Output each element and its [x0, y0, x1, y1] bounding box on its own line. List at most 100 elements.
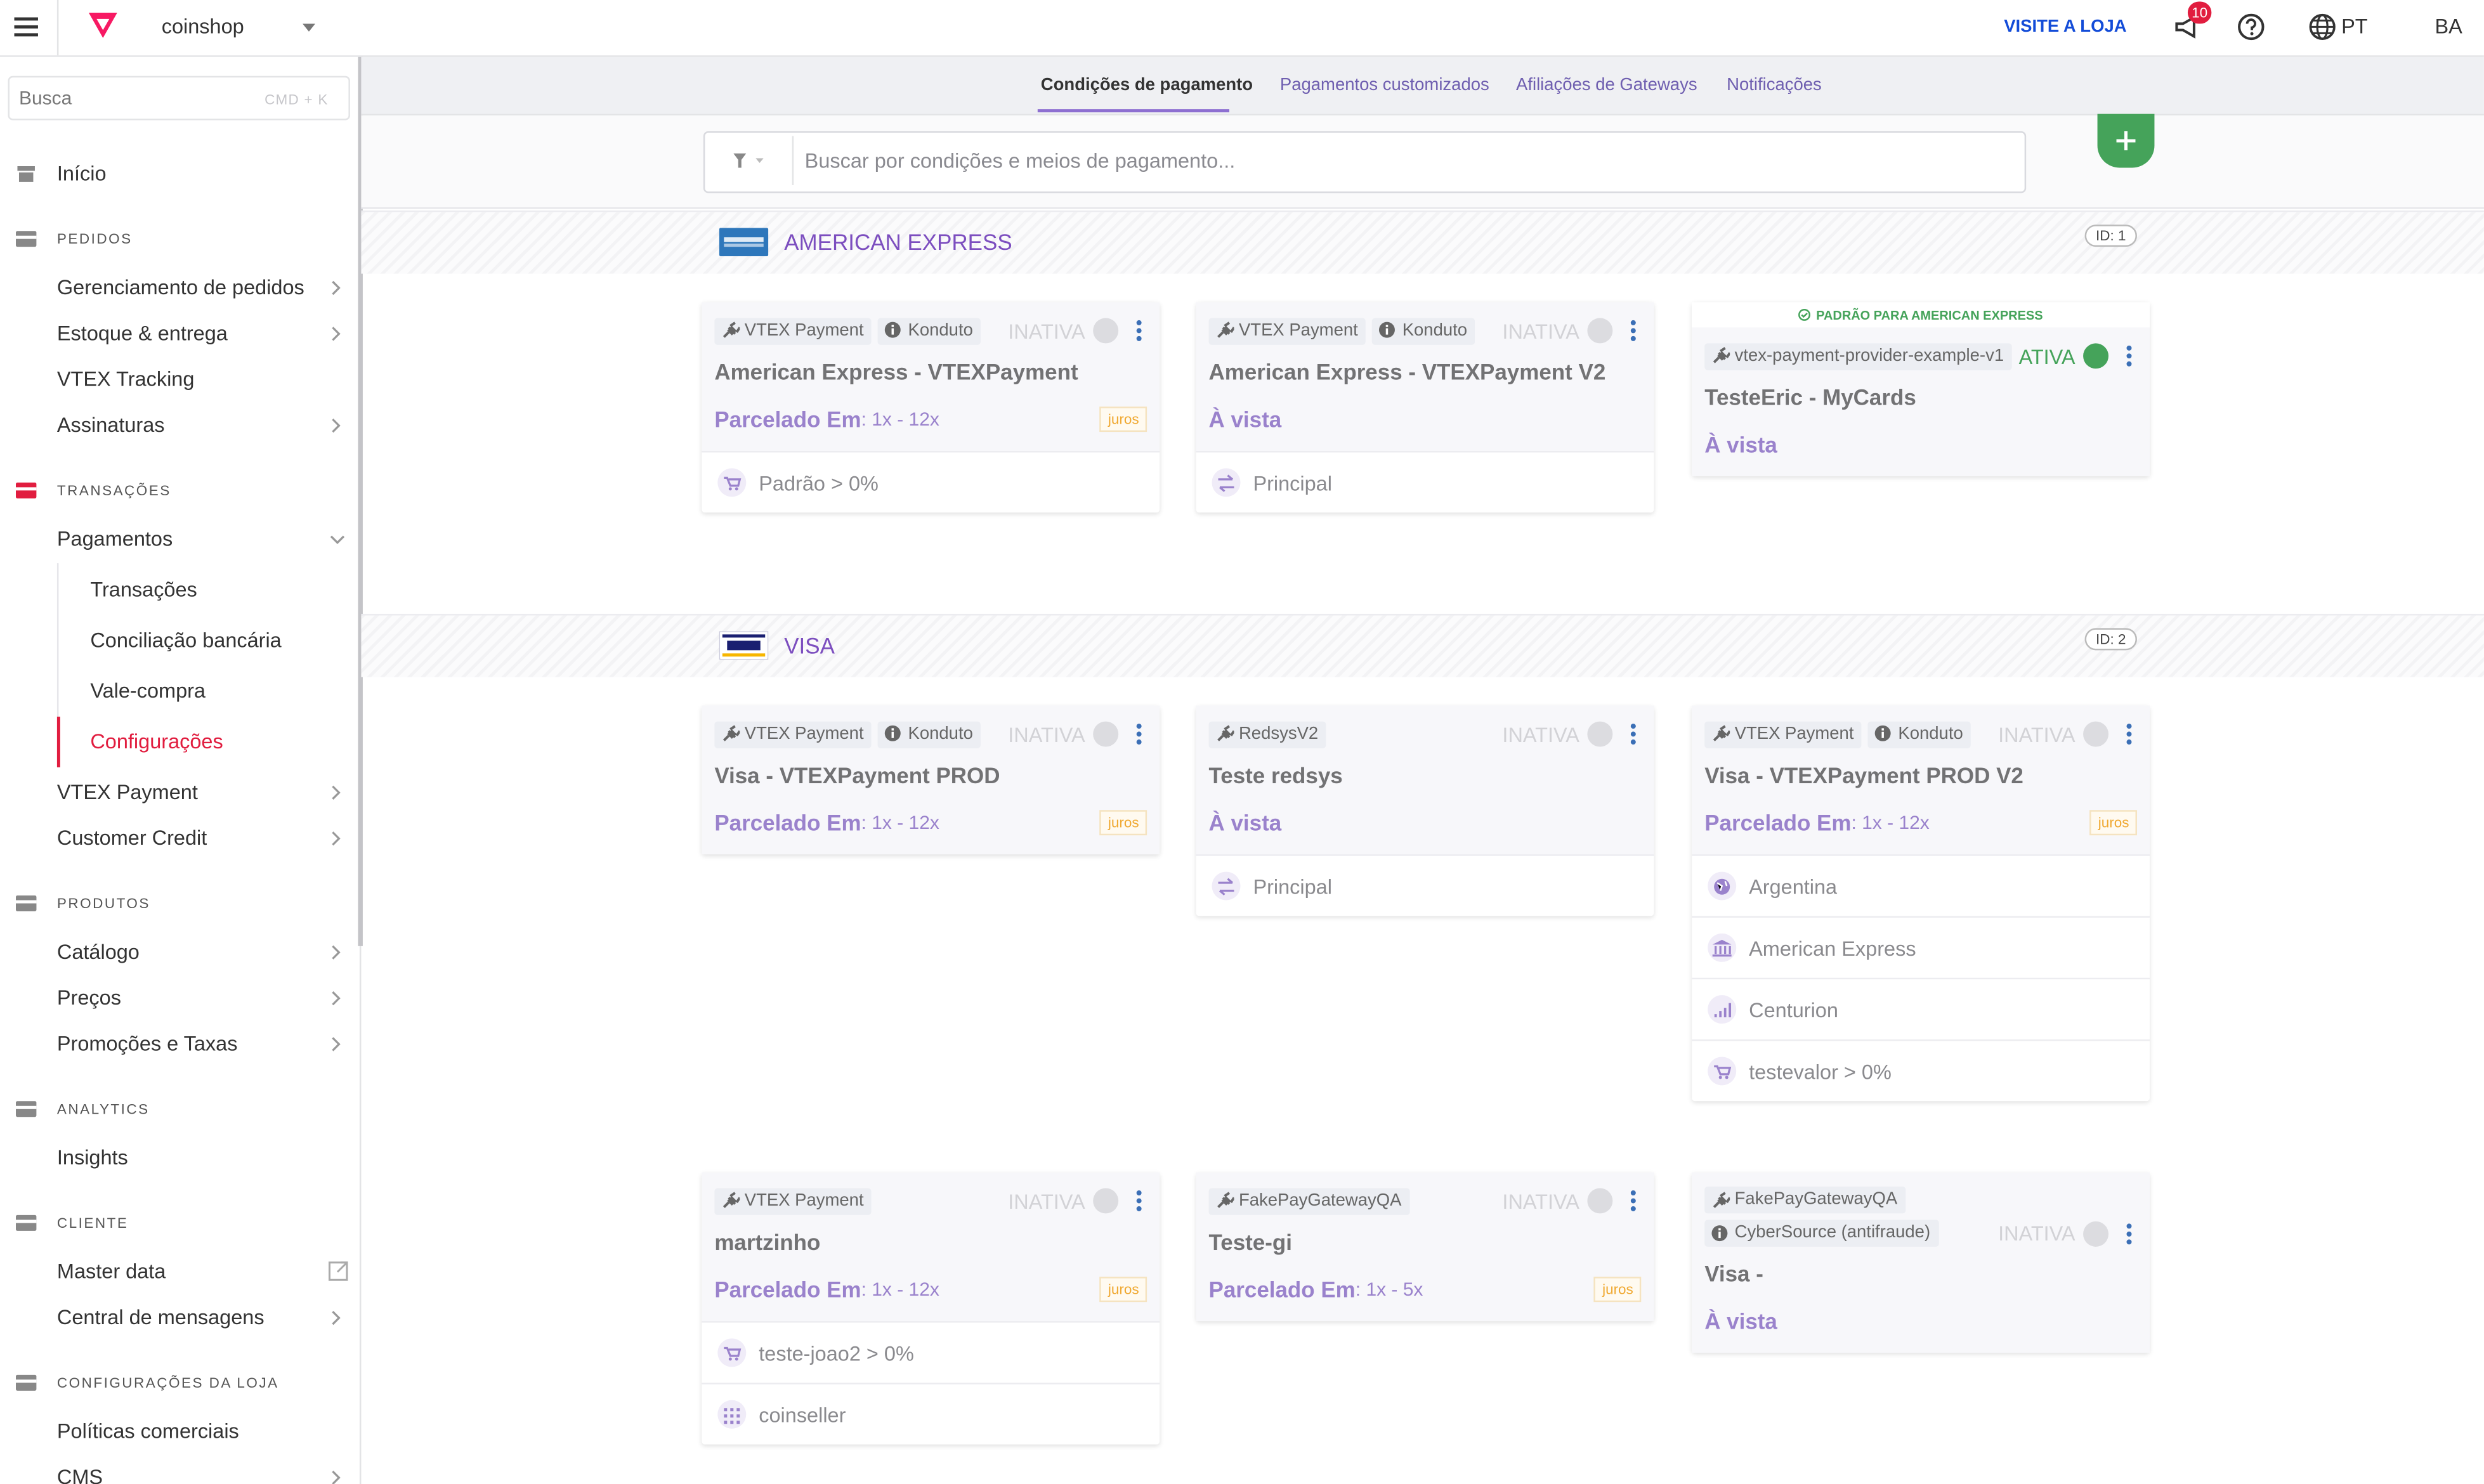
icon: [1217, 322, 1234, 338]
nav-subitem[interactable]: Configurações: [90, 729, 223, 753]
status-toggle[interactable]: [1587, 721, 1613, 747]
rule-row[interactable]: Principal: [1196, 854, 1654, 916]
nav-item[interactable]: Início: [56, 161, 107, 185]
sidebar-search[interactable]: [8, 75, 350, 120]
plug-icon: [721, 725, 740, 744]
rule-row[interactable]: Argentina: [1692, 854, 2150, 916]
icon-shape: [2126, 1223, 2132, 1228]
tabs-bar: [361, 56, 2484, 116]
card-header: RedsysV2 INATIVA: [1208, 720, 1642, 748]
sidebar: [0, 56, 362, 1484]
connector-chip: VTEX Payment: [714, 1187, 872, 1214]
card-menu[interactable]: [1628, 320, 1638, 342]
external-link-icon: [328, 1261, 348, 1281]
card-menu[interactable]: [1628, 723, 1638, 745]
store-caret[interactable]: [303, 23, 315, 32]
nav-chevron: [329, 326, 342, 342]
status-toggle[interactable]: [1093, 721, 1119, 747]
icon-shape: [1630, 320, 1636, 325]
rule-row[interactable]: American Express: [1692, 916, 2150, 977]
nav-subitem[interactable]: Vale-compra: [90, 679, 206, 703]
nav-item[interactable]: Promoções e Taxas: [56, 1031, 238, 1055]
installment: À vista: [1209, 407, 1642, 432]
nav-item[interactable]: Master data: [56, 1259, 166, 1284]
rule-row[interactable]: coinseller: [702, 1383, 1160, 1444]
nav-item[interactable]: Assinaturas: [56, 413, 165, 437]
nav-subitem[interactable]: Conciliação bancária: [90, 628, 282, 652]
card-menu[interactable]: [1134, 1190, 1144, 1212]
nav-item[interactable]: Customer Credit: [56, 826, 207, 850]
nav-item[interactable]: Políticas comerciais: [56, 1419, 239, 1443]
card-header: VTEX Payment Konduto INATIVA: [1208, 316, 1642, 345]
interest-tag: juros: [2090, 810, 2137, 836]
language-icon[interactable]: [2308, 13, 2337, 41]
installment: Parcelado Em: 1x - 5x juros: [1209, 1277, 1642, 1303]
icon-shape: [735, 486, 738, 490]
nav-item[interactable]: Preços: [56, 986, 121, 1010]
rule-glyph: [1711, 1061, 1733, 1081]
rule-row[interactable]: Centurion: [1692, 977, 2150, 1039]
language[interactable]: PT: [2341, 14, 2368, 38]
status: INATIVA: [1008, 1188, 1119, 1214]
rule-row[interactable]: teste-joao2 > 0%: [702, 1321, 1160, 1383]
rule-glyph: [721, 1343, 743, 1363]
icon-shape: [332, 280, 341, 296]
nav-item[interactable]: Central de mensagens: [56, 1305, 265, 1329]
status-toggle[interactable]: [2083, 343, 2109, 369]
nav-item[interactable]: CMS: [56, 1465, 103, 1484]
tab[interactable]: Notificações: [1727, 75, 1822, 95]
status: INATIVA: [1502, 721, 1613, 747]
status-toggle[interactable]: [1587, 1188, 1613, 1214]
nav-item[interactable]: Estoque & entrega: [56, 321, 228, 345]
tab[interactable]: Condições de pagamento: [1040, 75, 1253, 95]
menu-button[interactable]: [14, 16, 39, 38]
icon-shape: [14, 33, 38, 37]
connector-chip: Konduto: [878, 317, 981, 344]
rule-row[interactable]: Padrão > 0%: [702, 450, 1160, 512]
tab[interactable]: Pagamentos customizados: [1279, 75, 1489, 95]
group-id: ID: 1: [2084, 225, 2138, 247]
nav-item[interactable]: Pagamentos: [56, 526, 173, 551]
store-name[interactable]: coinshop: [161, 14, 244, 38]
nav-item[interactable]: Catálogo: [56, 939, 140, 964]
card-menu[interactable]: [1134, 320, 1144, 342]
section-title: CONFIGURAÇÕES DA LOJA: [56, 1374, 279, 1391]
status-toggle[interactable]: [1093, 1188, 1119, 1214]
status-toggle[interactable]: [2083, 721, 2109, 747]
rule-row[interactable]: testevalor > 0%: [1692, 1039, 2150, 1101]
visit-store-link[interactable]: VISITE A LOJA: [2004, 17, 2127, 37]
user-avatar[interactable]: BA: [2435, 14, 2462, 38]
nav-item[interactable]: VTEX Tracking: [56, 367, 195, 391]
status-toggle[interactable]: [2083, 1220, 2109, 1246]
rule-row[interactable]: Principal: [1196, 450, 1654, 512]
rule-icon: [717, 468, 747, 497]
icon-shape: [1630, 739, 1636, 745]
icon-shape: [1221, 1195, 1231, 1206]
add-icon: [2116, 131, 2136, 150]
default-banner: PADRÃO PARA AMERICAN EXPRESS: [1692, 302, 2150, 328]
vtex-logo[interactable]: [87, 11, 119, 39]
search-box[interactable]: [703, 131, 2027, 193]
nav-item[interactable]: Gerenciamento de pedidos: [56, 275, 304, 299]
card-menu[interactable]: [1134, 723, 1144, 745]
status-label: INATIVA: [1008, 722, 1085, 746]
icon-shape: [1716, 880, 1728, 890]
status-toggle[interactable]: [1587, 318, 1613, 344]
nav-item[interactable]: VTEX Payment: [56, 779, 198, 804]
card-menu[interactable]: [2124, 345, 2134, 367]
card-menu[interactable]: [1628, 1190, 1638, 1212]
status-toggle[interactable]: [1093, 318, 1119, 344]
tab[interactable]: Afiliações de Gateways: [1516, 75, 1697, 95]
nav-subitem[interactable]: Transações: [90, 577, 197, 601]
installment: À vista: [1704, 432, 2137, 457]
card-menu[interactable]: [2124, 723, 2134, 745]
notifications-button[interactable]: [2173, 14, 2202, 39]
card-menu[interactable]: [2124, 1222, 2134, 1244]
help-button[interactable]: [2237, 13, 2265, 41]
filter-button[interactable]: [708, 136, 794, 185]
icon-shape: [303, 23, 315, 32]
icon-shape: [1718, 1075, 1722, 1079]
nav-item[interactable]: Insights: [56, 1145, 128, 1169]
icon-shape: [2126, 739, 2132, 745]
